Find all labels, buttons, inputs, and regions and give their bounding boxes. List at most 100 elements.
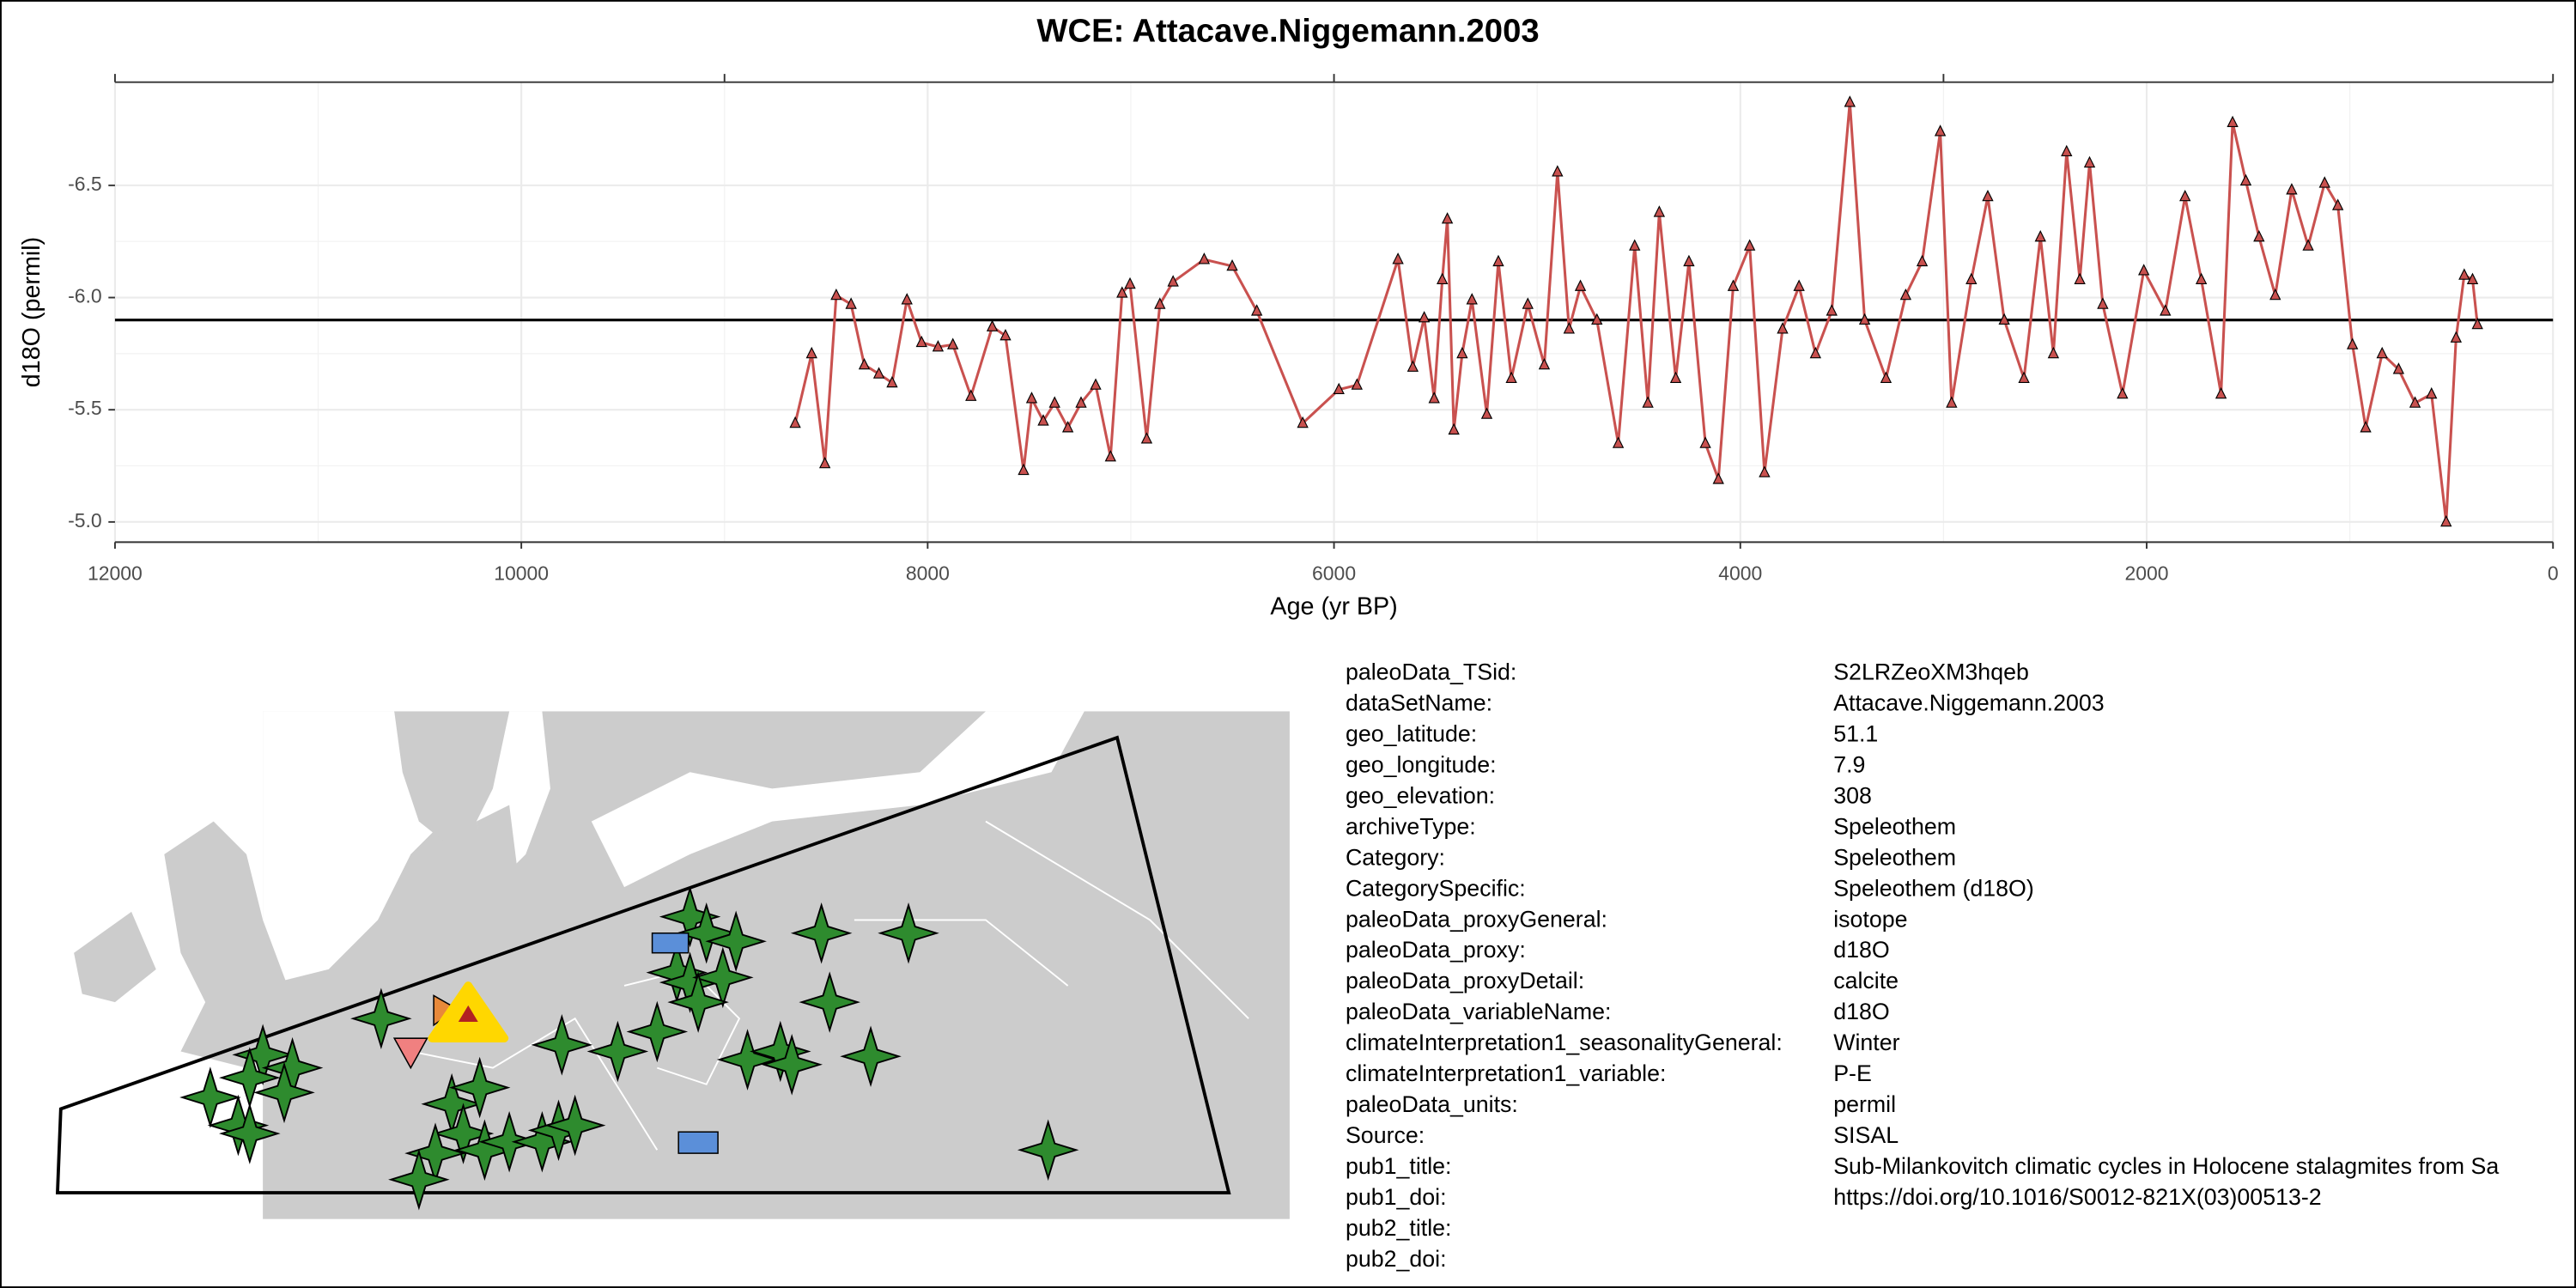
data-point (2269, 288, 2281, 301)
data-point (886, 375, 898, 388)
data-point (1140, 432, 1153, 444)
x-axis-label: Age (yr BP) (1270, 592, 1397, 620)
data-point (1793, 279, 1805, 291)
meta-value: P-E (1833, 1060, 1872, 1086)
site-star (350, 987, 412, 1050)
data-point (1946, 396, 1958, 408)
data-point (1998, 313, 2010, 325)
site-star (716, 1029, 779, 1091)
site-star (799, 971, 860, 1033)
meta-value: Sub-Milankovitch climatic cycles in Holo… (1833, 1153, 2499, 1179)
data-point (1090, 378, 1102, 390)
site-star (692, 946, 754, 1009)
data-point (1563, 322, 1575, 334)
meta-value: Attacave.Niggemann.2003 (1833, 690, 2104, 715)
data-point (1104, 450, 1116, 462)
y-axis-label: d18O (permil) (18, 237, 46, 387)
site-star (219, 1103, 281, 1164)
meta-key: paleoData_units: (1346, 1091, 1518, 1117)
data-point (2426, 386, 2438, 399)
meta-key: pub2_title: (1346, 1215, 1452, 1241)
data-point (2253, 229, 2265, 242)
meta-key: geo_elevation: (1346, 782, 1495, 808)
x-tick-label: 4000 (1718, 562, 1762, 585)
data-point (2318, 176, 2330, 188)
data-point (1505, 371, 1517, 383)
data-point (2074, 272, 2086, 284)
meta-key: pub1_doi: (1346, 1184, 1447, 1210)
data-point (1826, 304, 1838, 316)
meta-key: paleoData_proxyGeneral: (1346, 906, 1607, 932)
x-tick-label: 12000 (88, 562, 143, 585)
data-point (1154, 297, 1166, 309)
data-point (1466, 293, 1478, 305)
data-point (805, 346, 817, 359)
meta-value: isotope (1833, 906, 1907, 932)
data-point (2392, 362, 2405, 374)
data-point (1669, 371, 1682, 383)
data-point (1538, 357, 1551, 370)
meta-key: climateInterpretation1_seasonalityGenera… (1346, 1030, 1783, 1055)
data-point (2360, 421, 2372, 433)
meta-key: climateInterpretation1_variable: (1346, 1060, 1666, 1086)
data-point (1037, 414, 1049, 426)
data-point (1480, 407, 1493, 419)
data-point (2195, 272, 2208, 284)
data-point (2302, 239, 2314, 251)
data-point (1226, 258, 1238, 271)
data-point (1441, 212, 1454, 224)
data-point (2376, 346, 2388, 359)
data-point (1858, 313, 1871, 325)
meta-key: pub1_title: (1346, 1153, 1452, 1179)
meta-value: Speleothem (1833, 813, 1956, 839)
data-point (1844, 95, 1856, 107)
land (476, 805, 518, 896)
data-point (1653, 205, 1666, 217)
meta-key: dataSetName: (1346, 690, 1492, 715)
data-point (1075, 396, 1087, 408)
site-star (790, 902, 853, 964)
data-point (1116, 286, 1128, 298)
site-marker (392, 1037, 428, 1070)
y-tick-label: -6.5 (68, 173, 102, 195)
data-point (1297, 416, 1309, 428)
site-star (531, 1014, 593, 1076)
data-point (986, 319, 999, 331)
metadata-table: paleoData_TSid: S2LRZeoXM3hqeb dataSetName… (1346, 659, 2499, 1272)
data-point (2083, 155, 2096, 168)
data-point (932, 340, 945, 352)
x-tick-label: 2000 (2124, 562, 2168, 585)
data-point (1428, 392, 1440, 404)
data-point (2047, 346, 2060, 359)
data-point (915, 335, 927, 348)
data-point (2160, 304, 2172, 316)
data-point (2138, 264, 2150, 276)
data-point (1392, 252, 1404, 264)
data-point (1048, 396, 1060, 408)
meta-value: permil (1833, 1091, 1896, 1117)
data-point (2215, 386, 2227, 399)
site-star (761, 1034, 823, 1096)
meta-key: archiveType: (1346, 813, 1476, 839)
data-point (2286, 183, 2298, 195)
data-point (1018, 463, 1030, 476)
site-star (705, 910, 767, 973)
meta-key: geo_longitude: (1346, 751, 1497, 777)
meta-value: https://doi.org/10.1016/S0012-821X(03)00… (1833, 1184, 2321, 1210)
data-point (1934, 125, 1947, 137)
data-point (1124, 276, 1136, 289)
site-star (675, 902, 738, 964)
data-point (2458, 268, 2470, 280)
data-point (2347, 337, 2359, 349)
site-star (667, 971, 729, 1033)
data-point (1437, 272, 1449, 284)
data-point (1727, 279, 1740, 291)
data-point (1333, 382, 1345, 395)
data-point (2471, 317, 2483, 330)
meta-value: 308 (1833, 782, 1872, 808)
data-point (2409, 396, 2421, 408)
site-star (253, 1061, 315, 1124)
meta-key: paleoData_proxy: (1346, 937, 1526, 963)
data-point (1916, 254, 1929, 267)
data-point (999, 328, 1012, 341)
